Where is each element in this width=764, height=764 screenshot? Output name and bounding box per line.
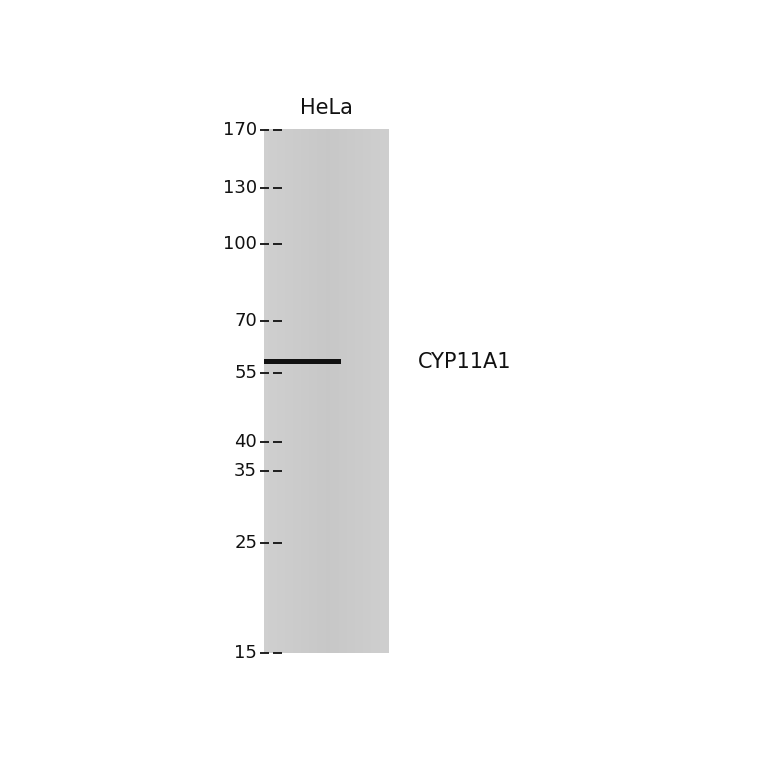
Text: 130: 130 [223, 179, 257, 197]
Text: 15: 15 [235, 645, 257, 662]
Bar [264, 359, 342, 364]
Text: 40: 40 [235, 433, 257, 451]
Text: 100: 100 [223, 235, 257, 254]
Text: HeLa: HeLa [300, 98, 353, 118]
Text: 70: 70 [235, 312, 257, 330]
Text: CYP11A1: CYP11A1 [418, 352, 512, 372]
Text: 35: 35 [234, 461, 257, 480]
Text: 25: 25 [234, 534, 257, 552]
Text: 170: 170 [223, 121, 257, 139]
Text: 55: 55 [234, 364, 257, 382]
